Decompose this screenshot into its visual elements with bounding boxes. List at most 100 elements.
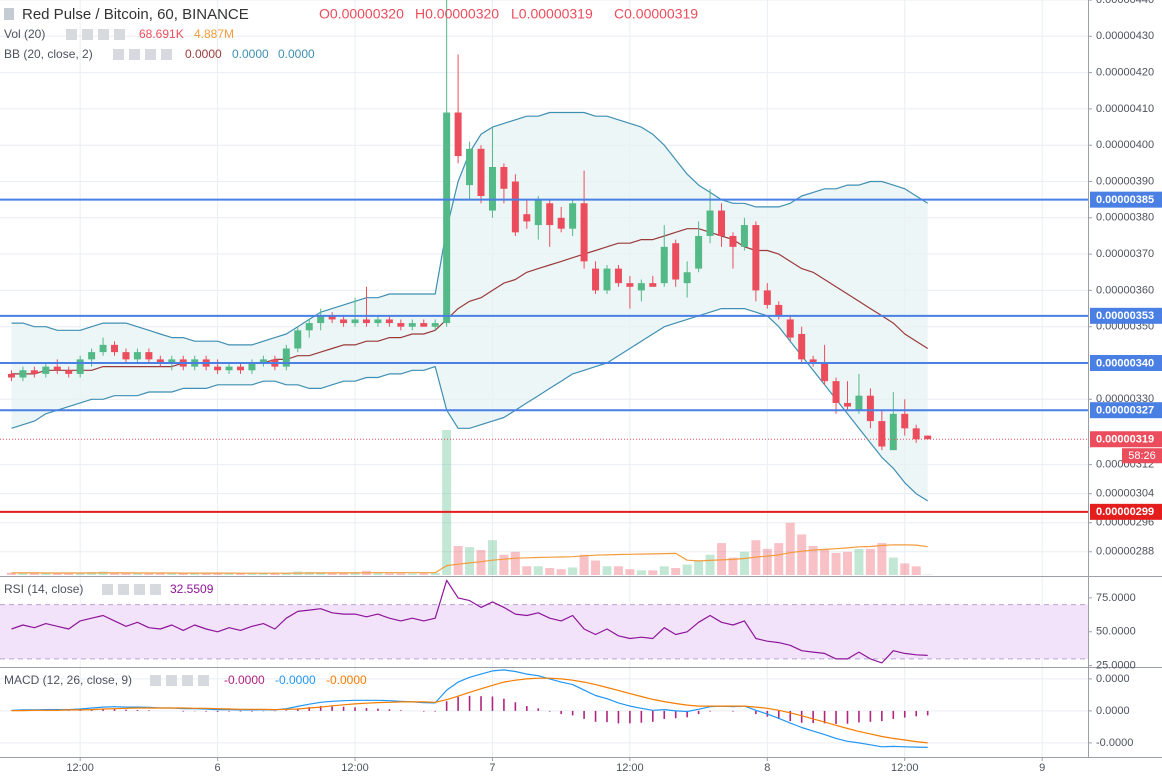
candle-body [695,235,703,269]
candle-body [603,268,611,291]
y-tick-label: 0.00000430 [1096,30,1154,42]
volume-bar [568,567,578,575]
volume-bar [384,573,394,575]
candle-body [660,246,668,284]
candle-body [718,210,726,236]
y-tick-label: 0.00000380 [1096,212,1154,224]
price-line-box [1090,355,1162,372]
volume-bar [430,572,440,575]
candle-body [225,366,233,371]
volume-bar [865,548,875,575]
y-tick-label: 0.00000288 [1096,546,1154,558]
candle-body [362,319,370,324]
settings-button[interactable] [182,675,193,686]
settings-button[interactable] [150,675,161,686]
candle-body [340,319,348,324]
candle-body [843,402,851,407]
y-tick-label: 0.00000440 [1096,0,1154,6]
settings-button[interactable] [145,49,156,60]
volume-bar [236,573,246,575]
volume-bar [465,547,475,575]
settings-button[interactable] [134,584,145,595]
volume-bar [602,566,612,575]
volume-bar [6,572,16,575]
volume-bar [281,572,291,575]
settings-button[interactable] [114,29,125,40]
y-tick-label: 0.0000 [1096,705,1130,717]
candle-body [294,330,302,349]
candle-body [111,344,119,353]
volume-bar [533,566,543,575]
candle-body [19,370,27,378]
candle-body [248,363,256,371]
volume-bar [258,573,268,575]
settings-button[interactable] [166,675,177,686]
candle-body [53,366,61,371]
candle-body [305,323,313,331]
x-tick-label: 12:00 [616,762,644,774]
volume-bar [18,572,28,575]
volume-bar [270,573,280,575]
rsi-line [11,579,928,664]
settings-button[interactable] [98,29,109,40]
collapse-button[interactable] [4,8,14,20]
volume-bar [213,573,223,575]
signal-line [11,677,928,744]
candle-body [683,272,691,284]
candle-body [282,348,290,367]
candle-body [729,235,737,247]
bb-buttons [113,49,172,60]
volume-bar [820,548,830,575]
candle-body [775,304,783,316]
settings-button[interactable] [102,584,113,595]
y-tick-label: 0.00000370 [1096,248,1154,260]
price-line-label: 0.00000327 [1096,405,1154,417]
settings-button[interactable] [113,49,124,60]
candle-body [156,359,164,364]
candle-body [488,166,496,211]
settings-button[interactable] [118,584,129,595]
y-tick-label: 0.00000410 [1096,103,1154,115]
x-tick-label: 12:00 [341,762,369,774]
x-tick-label: 7 [489,762,495,774]
candle-body [569,203,577,229]
candle-body [408,323,416,327]
y-tick-label: 0.00000390 [1096,175,1154,187]
volume-bar [682,564,692,575]
candle-body [168,359,176,364]
y-tick-label: 0.00000400 [1096,139,1154,151]
volume-bar [671,568,681,575]
settings-button[interactable] [82,29,93,40]
candle-body [122,352,130,360]
volume-bar [522,566,532,575]
volume-bar [155,573,165,575]
settings-button[interactable] [129,49,140,60]
macd-signal-value: -0.0000 [326,673,367,687]
price-line-box [1090,307,1162,324]
settings-button[interactable] [198,675,209,686]
candle-body [259,359,267,364]
volume-bar [52,572,62,575]
macd-title: MACD (12, 26, close, 9) [4,673,132,687]
last-price-label: 0.00000319 [1096,434,1154,446]
settings-button[interactable] [150,584,161,595]
candle-body [786,319,794,338]
volume-bar [613,566,623,575]
settings-button[interactable] [161,49,172,60]
settings-button[interactable] [66,29,77,40]
y-tick-label: 0.0000 [1096,673,1130,685]
price-axis-background [1088,0,1162,777]
candle-body [912,428,920,440]
bb-band [11,112,928,501]
volume-bar [167,573,177,575]
volume-bar [327,572,337,575]
volume-bar [797,534,807,575]
bb-middle [11,228,929,375]
y-tick-label: 0.00000304 [1096,488,1154,500]
volume-bar [591,560,601,575]
volume-ma-value: 4.887M [194,27,234,41]
candle-body [214,366,222,371]
x-tick-label: 6 [215,762,221,774]
